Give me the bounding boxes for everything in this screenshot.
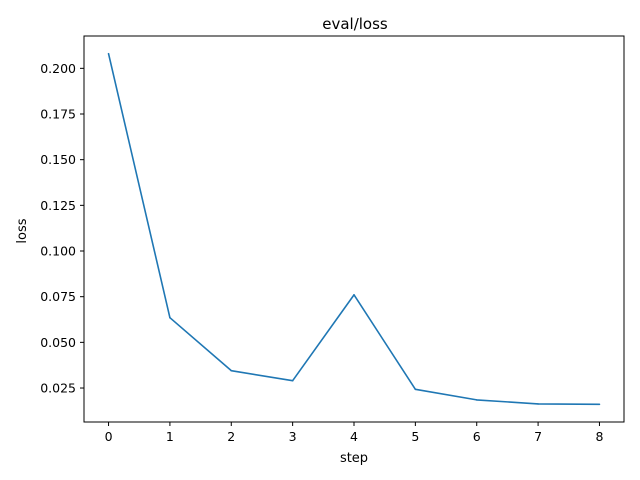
x-tick-label: 7 xyxy=(534,429,542,444)
x-tick-label: 1 xyxy=(166,429,174,444)
data-point xyxy=(414,388,417,391)
data-point xyxy=(107,52,110,55)
x-axis-label: step xyxy=(340,451,368,466)
y-tick-label: 0.025 xyxy=(40,381,76,396)
data-point xyxy=(230,369,233,372)
y-tick-label: 0.200 xyxy=(40,61,76,76)
x-tick-label: 8 xyxy=(595,429,603,444)
x-tick-label: 6 xyxy=(473,429,481,444)
y-tick-label: 0.075 xyxy=(40,289,76,304)
data-point xyxy=(537,403,539,405)
plot-area: 0 1 2 3 4 5 6 7 8 0.025 0.050 0.075 0.100 0.125 0.150 0… xyxy=(40,35,625,444)
x-tick-label: 3 xyxy=(289,429,297,444)
x-tick-label: 0 xyxy=(105,429,113,444)
y-tick-label: 0.125 xyxy=(40,198,76,213)
y-tick-label: 0.100 xyxy=(40,244,76,259)
y-tick-label: 0.175 xyxy=(40,107,76,122)
data-point xyxy=(475,399,478,401)
y-tick-label: 0.050 xyxy=(40,335,76,350)
x-tick-label: 2 xyxy=(227,429,235,444)
x-tick-label: 4 xyxy=(350,429,358,444)
axes-frame xyxy=(83,35,625,423)
x-tick-label: 5 xyxy=(411,429,419,444)
data-point xyxy=(169,316,171,319)
data-point xyxy=(353,294,355,296)
chart-title: eval/loss xyxy=(322,15,388,33)
data-point xyxy=(291,379,294,382)
series-line xyxy=(107,53,600,406)
y-tick-label: 0.150 xyxy=(40,152,76,167)
y-axis-label: loss xyxy=(15,218,30,243)
data-point xyxy=(598,403,601,406)
